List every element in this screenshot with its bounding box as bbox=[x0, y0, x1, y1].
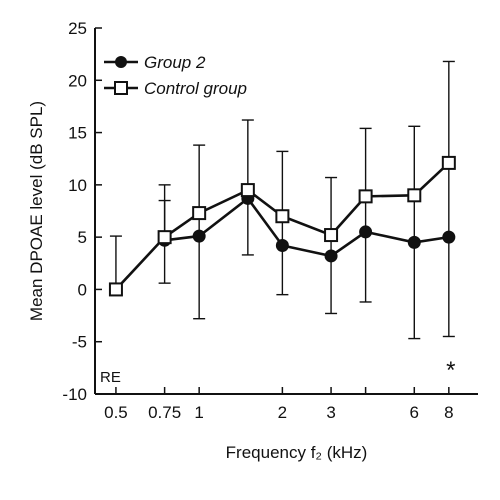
x-tick-label: 2 bbox=[278, 403, 287, 422]
data-point-control-group bbox=[324, 228, 339, 243]
errorbar-layer bbox=[109, 60, 455, 340]
x-tick-label: 6 bbox=[410, 403, 419, 422]
legend-entry-label: Group 2 bbox=[144, 53, 206, 72]
x-tick-label: 1 bbox=[194, 403, 203, 422]
data-point-group-2 bbox=[359, 225, 373, 239]
y-tick-label: 10 bbox=[68, 176, 87, 195]
data-point-control-group bbox=[275, 209, 290, 224]
significance-asterisk: * bbox=[446, 357, 455, 384]
data-point-control-group bbox=[192, 206, 207, 221]
x-axis-title: Frequency f₂ (kHz) bbox=[226, 443, 368, 462]
y-tick-label: 25 bbox=[68, 19, 87, 38]
y-axis-title: Mean DPOAE level (dB SPL) bbox=[27, 101, 46, 321]
x-tick-label: 3 bbox=[326, 403, 335, 422]
legend-marker bbox=[115, 56, 127, 68]
x-tick-label: 0.75 bbox=[148, 403, 181, 422]
x-tick-label: 0.5 bbox=[104, 403, 128, 422]
markers-layer bbox=[108, 155, 456, 297]
y-tick-label: -10 bbox=[62, 385, 87, 404]
axes-layer: -10 -5 0 5 10 15 20 25 0.5 0.75 1 2 3 6 8 Frequency f₂ … bbox=[27, 19, 478, 462]
y-tick-label: -5 bbox=[72, 333, 87, 352]
y-tick-label: 15 bbox=[68, 124, 87, 143]
series-line-group-2 bbox=[164, 196, 450, 258]
legend: Group 2 Control group bbox=[104, 53, 247, 98]
data-point-group-2 bbox=[407, 235, 421, 249]
y-tick-label: 0 bbox=[78, 280, 87, 299]
legend-entry-label: Control group bbox=[144, 79, 247, 98]
data-point-control-group bbox=[157, 230, 172, 245]
data-point-control-group bbox=[358, 189, 373, 204]
y-tick-label: 20 bbox=[68, 71, 87, 90]
x-tick-label: 8 bbox=[444, 403, 453, 422]
legend-marker bbox=[114, 81, 128, 95]
data-point-group-2 bbox=[192, 229, 206, 243]
panel-label: RE bbox=[100, 369, 121, 386]
data-point-control-group bbox=[407, 188, 422, 203]
data-point-group-2 bbox=[442, 230, 456, 244]
data-point-control-group bbox=[441, 155, 456, 170]
data-point-group-2 bbox=[324, 249, 338, 263]
data-point-control-group bbox=[240, 183, 255, 198]
data-point-group-2 bbox=[275, 239, 289, 253]
y-tick-label: 5 bbox=[78, 228, 87, 247]
labels-layer: RE * bbox=[100, 357, 456, 386]
data-point-control-group bbox=[108, 282, 123, 297]
